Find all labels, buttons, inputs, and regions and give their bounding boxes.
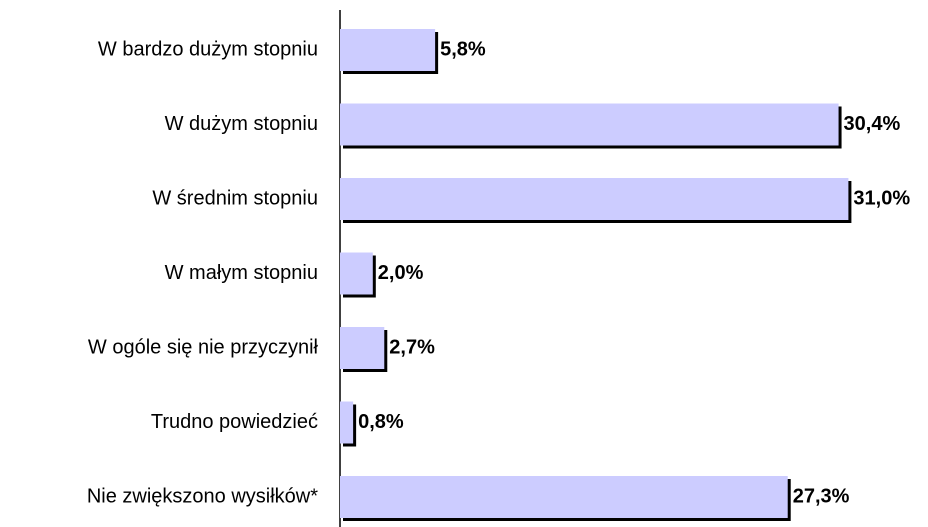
value-label: 2,0% [378, 262, 424, 284]
bar [340, 252, 373, 295]
bar [340, 476, 788, 518]
bar [340, 327, 385, 369]
bar [340, 29, 436, 71]
value-label: 31,0% [853, 187, 910, 209]
value-label: 0,8% [358, 411, 404, 433]
bar [340, 178, 849, 220]
category-label: W dużym stopniu [165, 113, 318, 135]
value-label: 5,8% [440, 38, 486, 60]
value-label: 2,7% [389, 336, 435, 358]
bar [340, 103, 839, 146]
category-label: Trudno powiedzieć [151, 411, 318, 433]
category-label: W bardzo dużym stopniu [98, 38, 318, 60]
category-label: Nie zwiększono wysiłków* [87, 485, 318, 507]
category-label: W średnim stopniu [152, 187, 318, 209]
value-label: 30,4% [844, 113, 901, 135]
category-label: W małym stopniu [165, 262, 318, 284]
bar [340, 401, 354, 444]
value-label: 27,3% [793, 485, 850, 507]
category-label: W ogóle się nie przyczynił [88, 336, 319, 358]
